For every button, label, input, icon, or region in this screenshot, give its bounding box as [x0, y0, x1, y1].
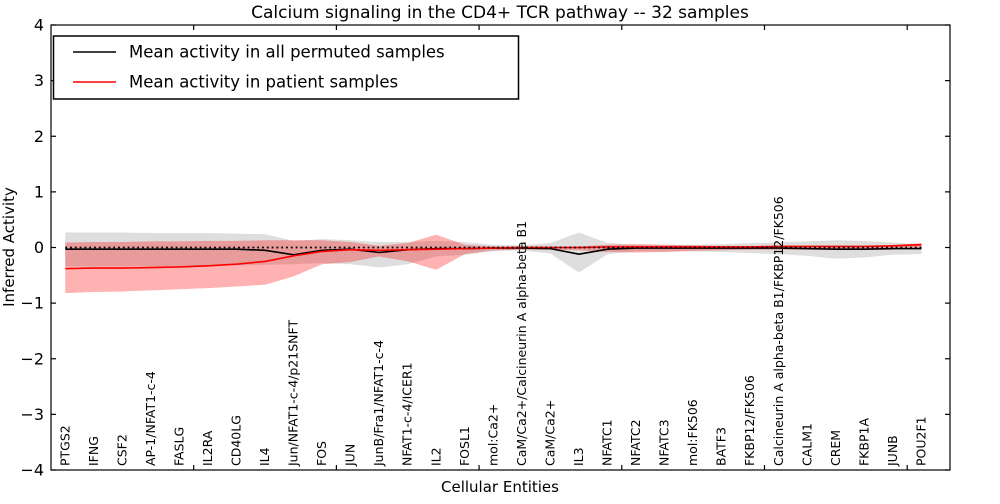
x-tick-label: CREM [828, 430, 843, 466]
x-tick-label: CaM/Ca2+ [542, 400, 557, 466]
x-axis-title: Cellular Entities [441, 478, 559, 496]
legend: Mean activity in all permuted samples Me… [52, 35, 520, 100]
x-tick-label: mol:Ca2+ [485, 404, 500, 466]
legend-box [52, 35, 520, 100]
x-tick-label: FOS [314, 441, 329, 466]
y-tick-label: −4 [20, 461, 44, 480]
x-tick-label: FASLG [171, 427, 186, 466]
x-tick-label: AP-1/NFAT1-c-4 [143, 371, 158, 466]
x-tick-label: BATF3 [714, 427, 729, 466]
x-tick-label: mol:FK506 [685, 399, 700, 466]
x-tick-label: PTGS2 [57, 425, 72, 466]
y-axis-title: Inferred Activity [0, 187, 18, 307]
x-tick-label: JunB/Fra1/NFAT1-c-4 [371, 340, 386, 467]
x-tick-label: FKBP12/FK506 [742, 375, 757, 466]
x-tick-label: NFAT1-c-4/ICER1 [400, 362, 415, 466]
patient-confidence-band [65, 234, 922, 294]
x-tick-label: IFNG [86, 436, 101, 466]
x-tick-label: Calcineurin A alpha-beta B1/FKBP12/FK506 [771, 196, 786, 466]
x-tick-label: JUNB [885, 435, 900, 467]
x-tick-label: CaM/Ca2+/Calcineurin A alpha-beta B1 [514, 221, 529, 466]
confidence-bands [65, 232, 922, 294]
x-tick-label: POU2F1 [913, 416, 928, 466]
legend-label-permuted: Mean activity in all permuted samples [129, 43, 445, 62]
x-tick-label: CALM1 [799, 423, 814, 466]
x-tick-label: CSF2 [114, 434, 129, 466]
y-tick-label: −2 [20, 349, 44, 368]
y-tick-label: 1 [34, 182, 44, 201]
x-tick-label: JUN [343, 444, 358, 467]
plot-border [50, 24, 951, 471]
y-tick-label: 4 [34, 16, 44, 35]
x-tick-label: NFATC2 [628, 419, 643, 466]
y-tick-label: −1 [20, 294, 44, 313]
x-tick-label: FOSL1 [457, 426, 472, 466]
x-tick-label: NFATC1 [600, 419, 615, 466]
x-tick-label: Jun/NFAT1-c-4/p21SNFT [286, 320, 301, 467]
x-tick-label: IL4 [257, 447, 272, 466]
permuted-confidence-band [65, 232, 922, 273]
x-tick-label: CD40LG [229, 415, 244, 466]
legend-label-patient: Mean activity in patient samples [129, 73, 398, 92]
x-tick-label: IL2RA [200, 430, 215, 466]
y-tick-label: 3 [34, 71, 44, 90]
data-lines [65, 243, 922, 270]
x-tick-label: FKBP1A [856, 418, 871, 466]
y-tick-label: −3 [20, 405, 44, 424]
y-tick-label: 2 [34, 127, 44, 146]
x-tick-label: IL3 [571, 447, 586, 466]
x-tick-label: NFATC3 [657, 419, 672, 466]
y-tick-label: 0 [34, 238, 44, 257]
x-tick-label: IL2 [428, 447, 443, 466]
axis-tick-labels: 4 3 2 1 0 −1 −2 −3 −4 PTGS2 IFNG CSF2 AP-1/NFAT1-c-4… [20, 16, 928, 480]
chart-title: Calcium signaling in the CD4+ TCR pathwa… [251, 3, 749, 23]
